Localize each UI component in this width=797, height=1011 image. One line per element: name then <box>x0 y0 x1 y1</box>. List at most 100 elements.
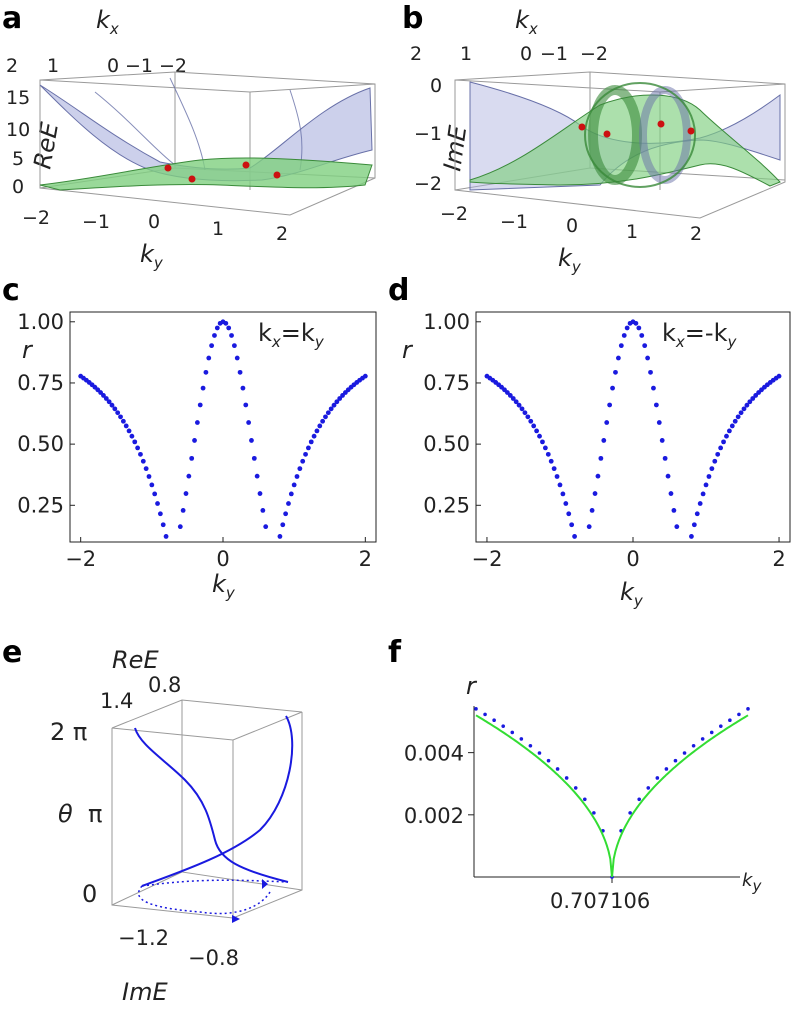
d-data-point <box>601 438 607 443</box>
panel-label-b: b <box>402 1 423 36</box>
b-top-ticks: 2 1 0 −1 −2 <box>410 43 608 65</box>
f-data-point <box>573 786 578 790</box>
c-data-point <box>180 508 186 513</box>
c-data-point <box>120 418 126 424</box>
c-data-point <box>149 482 155 488</box>
a-bottom-tick: −1 <box>82 211 110 233</box>
d-xlabel: ky <box>620 578 644 610</box>
e-bottom-tick: −0.8 <box>188 946 239 970</box>
d-data-point <box>548 458 554 464</box>
d-data-point <box>589 508 595 513</box>
c-y-tick: 0.25 <box>17 493 64 517</box>
d-data-point <box>729 423 735 429</box>
a-ep-dot <box>188 175 196 183</box>
d-data-point <box>563 501 569 506</box>
c-data-point <box>308 439 314 445</box>
c-data-point <box>325 410 331 416</box>
d-data-point <box>528 418 534 424</box>
c-data-point <box>200 385 206 391</box>
c-data-point <box>177 524 183 530</box>
c-data-point <box>109 402 115 408</box>
c-data-point <box>291 482 297 488</box>
d-data-point <box>653 402 659 408</box>
a-top-axis-label: kx <box>96 6 119 38</box>
a-top-tick: −1 <box>125 55 153 77</box>
b-top-axis-label: kx <box>515 6 538 38</box>
b-top-tick: 1 <box>460 43 472 65</box>
b-top-tick: −1 <box>540 43 568 65</box>
f-data-point <box>709 730 714 735</box>
c-data-point <box>294 474 300 479</box>
e-projection-bottom <box>137 885 271 915</box>
c-data-point <box>203 369 209 375</box>
f-data-point <box>691 743 696 748</box>
b-top-tick: 0 <box>520 43 532 65</box>
panel-label-f: f <box>388 635 402 670</box>
f-y-tick: 0.002 <box>404 804 464 828</box>
d-data-point <box>542 445 548 451</box>
f-data-point <box>719 724 723 728</box>
f-scatter-series <box>474 707 750 879</box>
d-data-point <box>566 511 572 517</box>
b-bottom-tick: 0 <box>566 215 578 237</box>
f-data-point <box>583 797 587 802</box>
c-data-point <box>183 491 189 496</box>
c-data-point <box>243 402 249 408</box>
b-outer-ring <box>584 82 696 188</box>
b-v-tick: −1 <box>414 123 442 145</box>
c-data-point <box>260 508 266 513</box>
a-v-tick: 0 <box>12 176 24 198</box>
a-v-tick: 5 <box>12 148 24 170</box>
d-data-point <box>648 369 653 375</box>
d-data-point <box>621 333 627 338</box>
c-data-point <box>257 491 263 496</box>
b-green-ring <box>588 85 642 185</box>
d-data-point <box>665 473 671 479</box>
c-data-point <box>311 433 317 439</box>
d-x-tick: 0 <box>626 547 639 571</box>
d-y-tick: 1.00 <box>423 310 470 334</box>
b-ep-dot <box>657 120 665 128</box>
c-data-point <box>194 420 200 425</box>
e-curve-1 <box>134 727 289 883</box>
a-v-tick: 15 <box>6 87 30 109</box>
d-data-point <box>615 355 621 361</box>
panel-a: a kx 2 1 0 −1 −2 15 10 5 0 ReE −2 <box>2 1 376 272</box>
d-x-ticks: −2 0 2 <box>471 537 786 571</box>
c-x-ticks: −2 0 2 <box>65 537 372 571</box>
c-data-point <box>263 524 269 530</box>
d-annotation: kx=-ky <box>662 319 737 351</box>
c-data-point <box>320 418 326 424</box>
c-plot-frame <box>69 311 377 543</box>
b-blue-ring <box>639 86 691 184</box>
b-ep-dot <box>578 123 586 131</box>
f-data-point <box>528 743 533 748</box>
c-data-point <box>135 445 141 451</box>
b-ep-dot <box>687 127 695 135</box>
c-data-point <box>118 414 123 420</box>
d-data-point <box>607 402 613 408</box>
panel-label-d: d <box>388 273 409 308</box>
c-data-point <box>229 333 234 338</box>
d-data-point <box>507 393 513 398</box>
d-plot-frame <box>475 311 791 543</box>
a-ep-dot <box>242 161 250 169</box>
f-data-point <box>519 737 524 741</box>
f-ylabel: r <box>466 672 478 700</box>
d-data-point <box>651 385 656 391</box>
c-data-point <box>254 473 260 479</box>
d-data-point <box>750 396 756 401</box>
c-data-point <box>288 491 294 497</box>
c-data-point <box>212 333 217 338</box>
b-top-tick: −2 <box>580 43 608 65</box>
c-data-point <box>328 406 334 412</box>
d-data-point <box>540 439 545 445</box>
panel-e: e ReE 1.4 0.8 2 π θ π 0 −1.2 −0.8 ImE <box>2 635 303 1006</box>
c-data-point <box>123 423 129 429</box>
d-data-point <box>697 501 703 506</box>
d-data-point <box>618 343 624 349</box>
c-data-point <box>246 420 252 425</box>
c-data-point <box>331 402 337 408</box>
b-exceptional-points <box>578 120 695 138</box>
